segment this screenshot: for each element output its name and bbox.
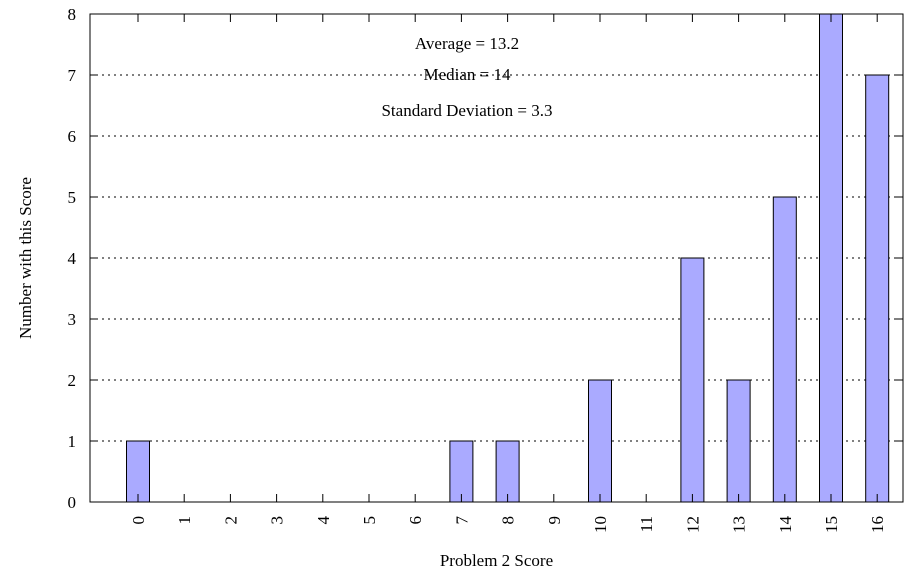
y-tick-label: 1 xyxy=(68,432,77,451)
bars xyxy=(126,13,890,503)
y-tick-label: 5 xyxy=(68,188,77,207)
x-tick-label: 11 xyxy=(637,516,656,532)
bar-8 xyxy=(495,440,520,503)
bar-13 xyxy=(726,379,751,503)
bar-15 xyxy=(819,13,843,503)
x-axis-title: Problem 2 Score xyxy=(440,551,553,570)
ticks xyxy=(90,13,903,503)
bar-16 xyxy=(865,74,890,503)
y-tick-label: 0 xyxy=(68,493,77,512)
x-tick-label: 0 xyxy=(129,516,148,525)
x-tick-labels: 0 1 2 3 4 5 6 7 8 9 10 11 12 13 14 15 16 xyxy=(129,516,887,534)
x-tick-label: 10 xyxy=(591,516,610,533)
y-tick-label: 8 xyxy=(68,5,77,24)
x-tick-label: 5 xyxy=(360,516,379,525)
y-tick-label: 7 xyxy=(68,66,77,85)
x-tick-label: 14 xyxy=(776,516,795,534)
x-tick-label: 6 xyxy=(406,516,425,525)
x-tick-label: 15 xyxy=(822,516,841,533)
bar-10 xyxy=(588,379,612,503)
x-tick-label: 7 xyxy=(452,516,471,525)
y-tick-label: 4 xyxy=(68,249,77,268)
annotation: Standard Deviation = 3.3 xyxy=(381,101,552,120)
bar-7 xyxy=(449,440,474,503)
y-tick-label: 3 xyxy=(68,310,77,329)
bar-0 xyxy=(126,440,150,503)
x-tick-label: 9 xyxy=(545,516,564,525)
x-tick-label: 12 xyxy=(683,516,702,533)
y-tick-label: 6 xyxy=(68,127,77,146)
x-tick-label: 13 xyxy=(730,516,749,533)
annotations: Average = 13.2 Median = 14 Standard Deviat… xyxy=(381,34,552,120)
bar-12 xyxy=(680,257,705,503)
x-tick-label: 1 xyxy=(175,516,194,525)
x-tick-label: 8 xyxy=(499,516,518,525)
y-axis-title: Number with this Score xyxy=(16,177,35,339)
annotation: Median = 14 xyxy=(423,65,511,84)
x-tick-label: 3 xyxy=(268,516,287,525)
y-tick-label: 2 xyxy=(68,371,77,390)
annotation: Average = 13.2 xyxy=(415,34,519,53)
x-tick-label: 4 xyxy=(314,516,333,525)
x-tick-label: 2 xyxy=(221,516,240,525)
y-tick-labels: 0 1 2 3 4 5 6 7 8 xyxy=(68,5,77,512)
bar-14 xyxy=(772,196,797,503)
x-tick-label: 16 xyxy=(868,516,887,533)
